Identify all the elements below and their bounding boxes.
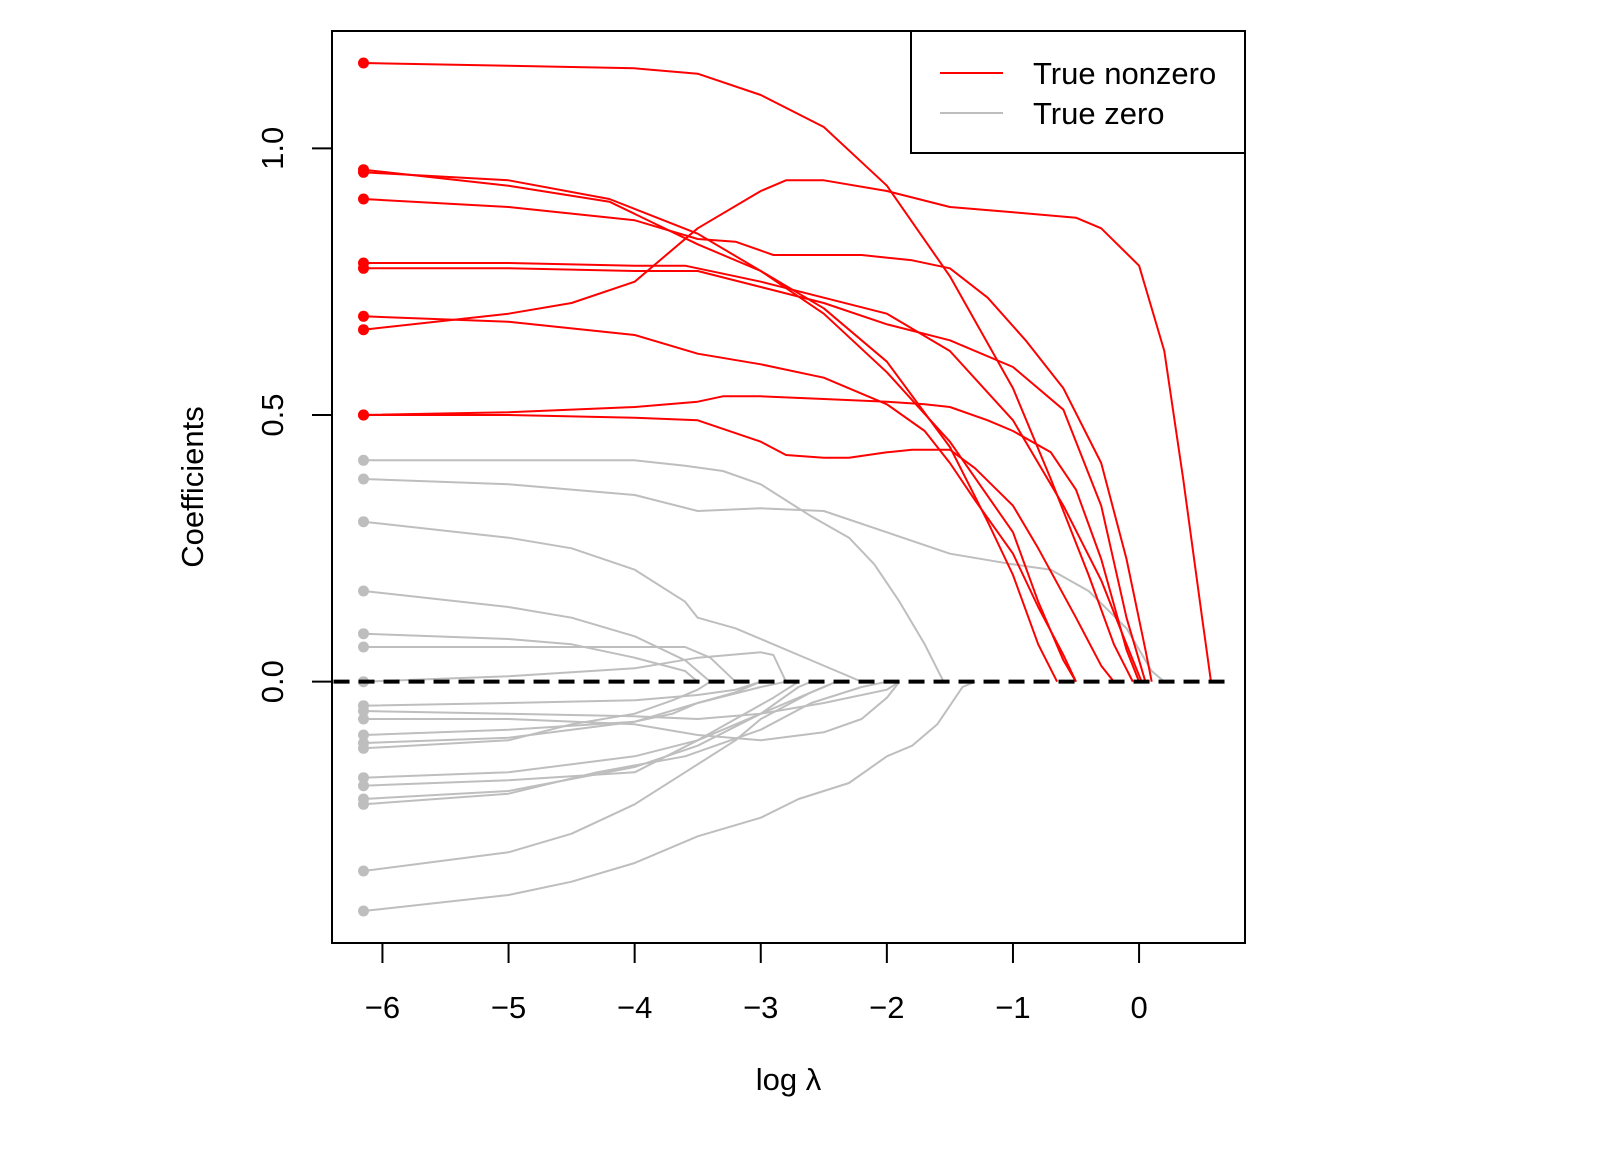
zero-series-line-27 <box>363 680 837 872</box>
endpoint-marker-18 <box>358 705 369 717</box>
endpoint-marker-1 <box>358 324 369 336</box>
endpoint-marker-13 <box>358 585 369 597</box>
x-tick-label: −1 <box>995 990 1030 1025</box>
zero-series-line-15 <box>363 646 737 683</box>
legend-box <box>910 30 1246 154</box>
y-tick-label: 0.0 <box>255 660 290 703</box>
nonzero-series-line-7 <box>363 315 1077 683</box>
endpoint-marker-10 <box>358 454 369 466</box>
zero-series-line-22 <box>363 680 711 750</box>
x-axis-title: log λ <box>756 1062 822 1097</box>
legend-label-true-nonzero: True nonzero <box>1033 56 1216 91</box>
endpoint-marker-3 <box>358 166 369 178</box>
zero-series-line-13 <box>363 590 711 683</box>
zero-series-line-10 <box>363 459 945 683</box>
endpoint-marker-11 <box>358 473 369 485</box>
endpoint-marker-9 <box>358 409 369 421</box>
y-axis-title: Coefficients <box>175 406 210 567</box>
endpoint-markers <box>358 57 369 917</box>
nonzero-series-line-4 <box>363 198 1153 682</box>
endpoint-marker-0 <box>358 57 369 69</box>
endpoint-marker-27 <box>358 865 369 877</box>
x-tick-label: −4 <box>617 990 652 1025</box>
endpoint-marker-20 <box>358 729 369 741</box>
x-tick-label: −5 <box>491 990 526 1025</box>
nonzero-series-line-1 <box>363 179 1212 682</box>
zero-series-line-12 <box>363 520 862 683</box>
legend: True nonzero True zero <box>910 30 1246 154</box>
endpoint-marker-26 <box>358 798 369 810</box>
zero-series-line-16 <box>363 651 787 683</box>
endpoint-marker-22 <box>358 742 369 754</box>
zero-series-line-18 <box>363 680 901 720</box>
nonzero-series-line-6 <box>363 267 1147 682</box>
nonzero-series-line-0 <box>363 62 1134 683</box>
x-tick-label: −2 <box>869 990 904 1025</box>
zero-series-line-20 <box>363 680 762 736</box>
endpoint-marker-28 <box>358 905 369 917</box>
legend-label-true-zero: True zero <box>1033 96 1165 131</box>
zero-series-line-28 <box>363 680 976 912</box>
zero-series-line-19 <box>363 681 901 742</box>
zero-series-line-21 <box>363 680 787 744</box>
nonzero-series-line-9 <box>363 414 1115 683</box>
zero-series-line-26 <box>363 680 888 806</box>
y-tick-label: 0.5 <box>255 393 290 436</box>
zero-series-line-24 <box>363 680 800 787</box>
zero-series-line-17 <box>363 680 762 707</box>
zero-series-line-25 <box>363 680 812 800</box>
endpoint-marker-24 <box>358 780 369 792</box>
y-axis: 0.0 0.5 1.0 <box>255 127 332 703</box>
plot-frame <box>331 30 1246 944</box>
endpoint-marker-23 <box>358 772 369 784</box>
nonzero-series-line-5 <box>363 262 1143 683</box>
endpoint-marker-7 <box>358 310 369 322</box>
endpoint-marker-12 <box>358 516 369 528</box>
x-tick-label: −6 <box>365 990 400 1025</box>
y-tick-label: 1.0 <box>255 127 290 170</box>
nonzero-series-line-8 <box>363 395 1141 683</box>
series-lines <box>363 62 1212 912</box>
endpoint-marker-15 <box>358 641 369 653</box>
nonzero-series-line-3 <box>363 171 1077 683</box>
zero-series-line-14 <box>363 632 699 683</box>
zero-series-line-11 <box>363 478 1165 683</box>
nonzero-series-line-2 <box>363 168 1058 683</box>
x-tick-label: −3 <box>743 990 778 1025</box>
endpoint-marker-19 <box>358 713 369 725</box>
x-tick-label: 0 <box>1130 990 1147 1025</box>
endpoint-marker-4 <box>358 193 369 205</box>
endpoint-marker-14 <box>358 628 369 640</box>
endpoint-marker-6 <box>358 262 369 274</box>
x-axis: −6 −5 −4 −3 −2 −1 0 <box>365 943 1148 1025</box>
